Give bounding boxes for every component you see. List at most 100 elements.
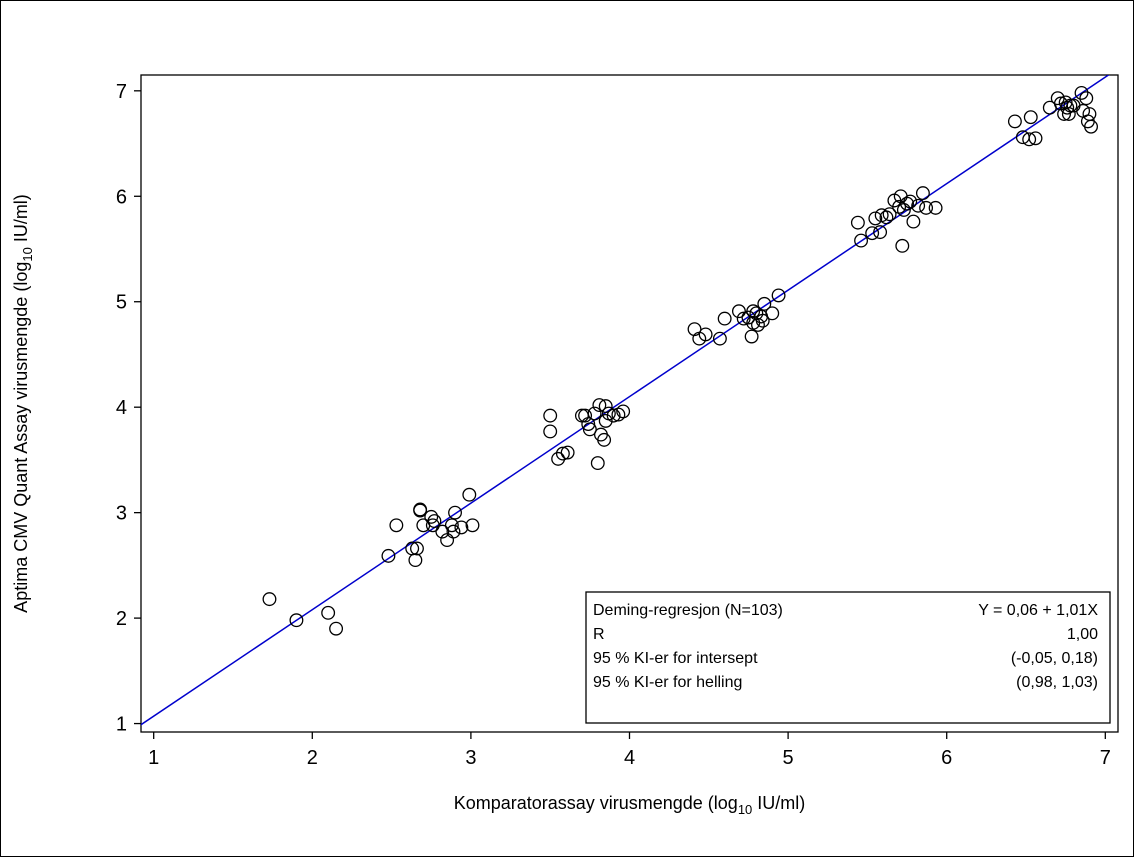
data-point bbox=[262, 592, 277, 607]
x-axis-label-unit: IU/ml) bbox=[752, 793, 805, 813]
data-point bbox=[928, 200, 943, 215]
x-tick-label: 2 bbox=[307, 747, 318, 769]
data-point bbox=[289, 613, 304, 628]
y-tick-label: 1 bbox=[116, 714, 127, 736]
stats-row-label: 95 % KI-er for intersept bbox=[593, 650, 758, 667]
data-point bbox=[413, 503, 428, 518]
y-axis-label-subscript: 10 bbox=[20, 247, 35, 261]
y-tick-label: 4 bbox=[116, 397, 127, 419]
data-point bbox=[903, 194, 918, 209]
data-point bbox=[444, 518, 459, 533]
data-point bbox=[854, 233, 869, 248]
y-tick-label: 7 bbox=[116, 81, 127, 103]
data-point bbox=[757, 296, 772, 311]
y-tick-label: 3 bbox=[116, 503, 127, 525]
data-point bbox=[895, 238, 910, 253]
regression-group bbox=[141, 75, 1110, 726]
data-point bbox=[873, 225, 888, 240]
stats-row-label: R bbox=[593, 626, 605, 643]
stats-legend-box bbox=[585, 591, 1111, 724]
stats-row-label: 95 % KI-er for helling bbox=[593, 674, 742, 691]
x-tick-label: 4 bbox=[624, 747, 635, 769]
data-point bbox=[454, 520, 469, 535]
data-point bbox=[900, 196, 915, 211]
data-point bbox=[1023, 110, 1038, 125]
data-point bbox=[581, 417, 596, 432]
data-point bbox=[868, 211, 883, 226]
data-point bbox=[865, 226, 880, 241]
data-point bbox=[408, 553, 423, 568]
data-point bbox=[578, 408, 593, 423]
data-point bbox=[582, 422, 597, 437]
data-point bbox=[381, 548, 396, 563]
data-point bbox=[329, 621, 344, 636]
data-point bbox=[1028, 131, 1043, 146]
data-point bbox=[462, 487, 477, 502]
data-point bbox=[717, 311, 732, 326]
data-point bbox=[911, 198, 926, 213]
stats-row-value: Y = 0,06 + 1,01X bbox=[978, 602, 1098, 619]
data-point bbox=[592, 398, 607, 413]
x-tick-label: 1 bbox=[148, 747, 159, 769]
x-tick-label: 7 bbox=[1100, 747, 1111, 769]
data-point bbox=[1007, 114, 1022, 129]
stats-row-value: 1,00 bbox=[1067, 626, 1098, 643]
data-point bbox=[712, 331, 727, 346]
data-point bbox=[879, 210, 894, 225]
data-point bbox=[551, 451, 566, 466]
y-tick-label: 6 bbox=[116, 186, 127, 208]
x-axis-label-subscript: 10 bbox=[738, 802, 752, 817]
data-point bbox=[906, 214, 921, 229]
data-point bbox=[1063, 98, 1078, 113]
data-point bbox=[410, 541, 424, 556]
x-axis-label: Komparatorassay virusmengde (log10 IU/ml… bbox=[454, 793, 806, 817]
data-point bbox=[1022, 132, 1037, 147]
data-point bbox=[606, 408, 621, 423]
stats-row-value: (-0,05, 0,18) bbox=[1011, 650, 1098, 667]
data-point bbox=[736, 311, 751, 326]
data-point bbox=[765, 306, 780, 321]
data-point bbox=[413, 502, 428, 517]
data-point bbox=[448, 505, 462, 520]
data-point bbox=[555, 446, 570, 461]
data-point bbox=[1074, 85, 1089, 100]
y-axis-label-unit: IU/ml) bbox=[11, 194, 31, 247]
data-point bbox=[1084, 119, 1098, 134]
stats-legend: Deming-regresjon (N=103) Y = 0,06 + 1,01X… bbox=[585, 591, 1111, 724]
data-point bbox=[1079, 91, 1094, 106]
data-point bbox=[731, 304, 746, 319]
data-point bbox=[751, 317, 765, 332]
data-point bbox=[543, 424, 558, 439]
data-point bbox=[698, 327, 713, 342]
data-point bbox=[598, 399, 613, 414]
x-tick-label: 6 bbox=[941, 747, 952, 769]
data-point bbox=[389, 518, 404, 533]
data-point bbox=[771, 288, 786, 303]
data-point bbox=[915, 186, 930, 201]
y-tick-label: 2 bbox=[116, 608, 127, 630]
y-axis-label-text: Aptima CMV Quant Assay virusmengde (log bbox=[11, 262, 31, 613]
data-point bbox=[1061, 107, 1076, 121]
data-point bbox=[543, 408, 558, 423]
data-point bbox=[446, 524, 461, 539]
x-tick-label: 5 bbox=[783, 747, 794, 769]
data-point bbox=[919, 200, 934, 215]
data-point bbox=[590, 456, 605, 471]
data-point bbox=[744, 329, 759, 344]
y-axis-label: Aptima CMV Quant Assay virusmengde (log1… bbox=[11, 194, 35, 613]
axes-group: 1 2 3 4 5 6 7 1 2 3 4 5 6 7 bbox=[116, 74, 1119, 769]
data-point bbox=[850, 215, 865, 230]
data-point bbox=[465, 518, 480, 533]
points-group bbox=[262, 85, 1098, 636]
stats-row-label: Deming-regresjon (N=103) bbox=[593, 602, 783, 619]
stats-row-value: (0,98, 1,03) bbox=[1016, 674, 1098, 691]
data-point bbox=[574, 408, 589, 423]
data-point bbox=[321, 605, 336, 620]
data-point bbox=[435, 524, 450, 539]
data-point bbox=[882, 207, 897, 222]
data-point bbox=[616, 404, 631, 419]
regression-line bbox=[141, 75, 1110, 726]
data-point bbox=[427, 514, 442, 529]
data-point bbox=[597, 432, 612, 447]
